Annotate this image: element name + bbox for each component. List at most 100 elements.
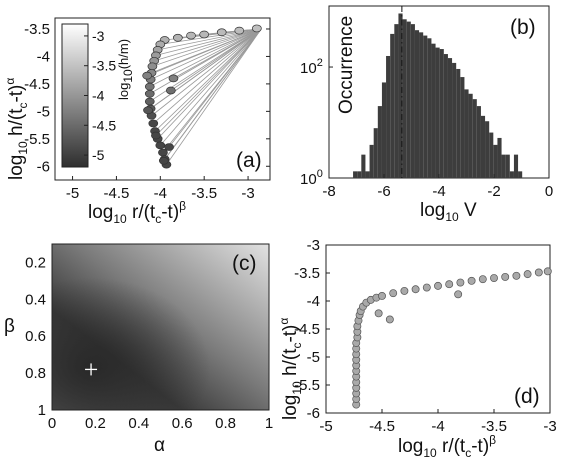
y-tick-label: -5.5 (24, 131, 50, 148)
x-tick-label: -3.5 (191, 185, 217, 202)
histogram-bar (431, 43, 436, 179)
data-point (164, 143, 174, 151)
panel-a-y-ticks: -3.5 -4 -4.5 -5 -5.5 -6 (24, 21, 270, 175)
y-tick-label: 0.6 (25, 328, 46, 345)
y-tick-label: -4 (37, 48, 50, 65)
histogram-bar (410, 24, 415, 178)
colorbar-tick-label: -4.5 (92, 117, 116, 133)
spoke-line (168, 28, 262, 148)
panel-c: 0 0.2 0.4 0.6 0.8 1 0.2 0.4 0.6 0.8 1 (c) α β (4, 243, 273, 456)
data-point (234, 26, 245, 35)
panel-b-xlabel: log10 V (420, 200, 477, 224)
x-tick-label: -8 (322, 183, 335, 200)
histogram-bar (468, 93, 473, 178)
spoke-line (153, 28, 262, 124)
histogram-bar (480, 115, 486, 178)
data-point (400, 286, 409, 295)
histogram-bar (452, 62, 457, 178)
spoke-line (170, 28, 262, 91)
y-tick-label: -3 (307, 237, 320, 254)
panel-d-ylabel: log10 h/(tc-t)α (277, 318, 304, 420)
x-tick-label: 0.4 (128, 415, 149, 432)
x-tick-label: -4 (154, 185, 167, 202)
x-tick-label: -3 (543, 418, 556, 435)
histogram-bar (414, 30, 420, 178)
panel-a-colorbar-label: log10(h/m) (116, 39, 135, 100)
histogram-bar (381, 82, 387, 178)
spoke-line (151, 28, 262, 117)
spoke-line (157, 28, 262, 51)
histogram-bar (464, 89, 469, 178)
x-tick-label: -5 (66, 185, 79, 202)
data-point (445, 280, 454, 289)
data-point (148, 119, 159, 128)
histogram-bar (460, 77, 465, 178)
panel-d-x-ticks: -5 -4.5 -4 -3.5 -3 (319, 409, 557, 435)
histogram-bar (386, 55, 391, 178)
data-point (158, 156, 169, 165)
data-point (454, 290, 463, 299)
y-tick-label: -3.5 (24, 21, 50, 38)
histogram-bar (423, 35, 428, 179)
data-point (168, 74, 179, 83)
x-tick-label: -4 (432, 183, 445, 200)
histogram-bar (485, 121, 490, 178)
histogram-bar (427, 38, 432, 179)
panel-d: -5 -4.5 -4 -3.5 -3 -3-3.5-4-4.5-5-5.5-6 (d) … (277, 237, 557, 460)
x-tick-label: -4.5 (369, 418, 395, 435)
data-point (501, 272, 510, 281)
y-tick-label: -3.5 (294, 265, 320, 282)
panel-c-minimum-marker (85, 363, 98, 376)
y-tick-label: -4 (307, 293, 320, 310)
histogram-bar (369, 144, 374, 178)
panel-d-y-ticks: -3 -3.5 -4 -4.5 -5 -5.5 -6 (294, 237, 330, 422)
data-point (216, 28, 227, 37)
histogram-bar (357, 171, 362, 178)
panel-c-label: (c) (232, 252, 257, 275)
spoke-line (154, 28, 262, 132)
panel-a-colorbar-ticks: -3 -3.5 -4 -4.5 -5 (84, 28, 116, 163)
data-point (151, 131, 161, 140)
y-tick-label: 1 (38, 402, 46, 419)
histogram-bar (361, 154, 366, 178)
x-tick-label: 0.2 (85, 415, 106, 432)
panel-a-x-ticks: -5 -4.5 -4 -3.5 -3 (66, 176, 255, 202)
panel-d-points (352, 267, 552, 409)
spoke-line (166, 28, 262, 165)
data-point (374, 309, 383, 318)
histogram-bar (493, 144, 498, 178)
data-point (512, 271, 521, 280)
spoke-line (173, 28, 262, 79)
data-point (378, 292, 386, 300)
panel-c-frame (51, 243, 270, 411)
x-tick-label: -3 (241, 185, 254, 202)
histogram-bar (518, 171, 523, 178)
spoke-line (163, 28, 262, 162)
spoke-line (149, 28, 262, 87)
y-tick-label: -5 (37, 103, 50, 120)
data-point (490, 274, 498, 282)
histogram-bar (373, 128, 378, 178)
histogram-bar (497, 137, 502, 178)
panel-b: -8 -6 -4 -2 0 100 102 Occurrence (b) log10 V (300, 5, 553, 224)
panel-c-ylabel: β (4, 316, 15, 337)
panel-b-y-ticks: 100 102 (300, 57, 333, 188)
y-tick-label: -6 (37, 158, 50, 175)
data-point (158, 148, 168, 157)
data-point (543, 267, 552, 276)
histogram-bar (509, 171, 514, 178)
data-point (456, 278, 465, 287)
data-point (478, 275, 487, 284)
data-point (165, 86, 176, 95)
histogram-bar (402, 19, 407, 178)
panel-a-label: (a) (236, 149, 262, 172)
histogram-bar (377, 106, 382, 178)
panel-c-heatmap-valley (52, 244, 269, 410)
histogram-bar (390, 33, 395, 179)
panel-a: -5 -4.5 -4 -3.5 -3 -3.5 -4 -4.5 -5 -5.5 -6 -3-3.5… (3, 17, 271, 226)
panel-d-label: (d) (514, 385, 540, 408)
data-point (144, 97, 155, 106)
data-point (422, 283, 431, 292)
x-tick-label: -6 (377, 183, 390, 200)
spoke-line (154, 28, 262, 62)
